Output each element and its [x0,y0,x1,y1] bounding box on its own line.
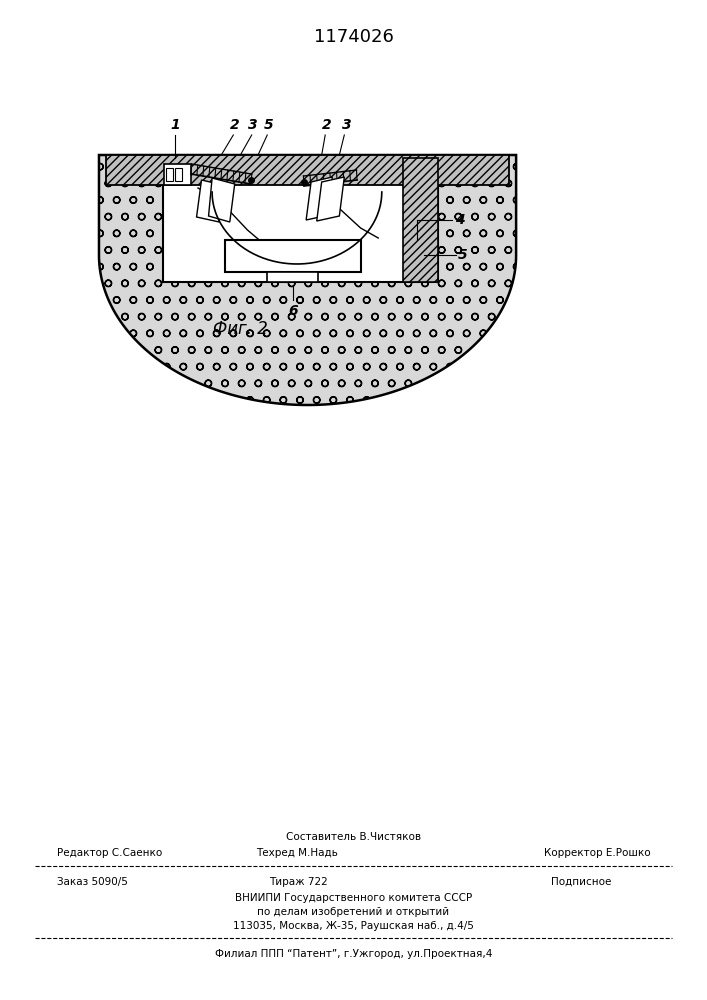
Polygon shape [163,155,438,165]
Polygon shape [306,177,332,220]
Polygon shape [209,178,235,222]
Text: Техред М.Надь: Техред М.Надь [256,848,338,858]
Text: Корректор Е.Рошко: Корректор Е.Рошко [544,848,650,858]
Text: Подписное: Подписное [551,877,612,887]
Polygon shape [166,168,173,181]
Text: Тираж 722: Тираж 722 [269,877,327,887]
Text: 2: 2 [322,118,332,132]
Text: 6: 6 [288,304,298,318]
Polygon shape [197,180,223,222]
Polygon shape [164,164,191,185]
Polygon shape [99,155,516,405]
Text: 3: 3 [248,118,258,132]
Polygon shape [106,155,509,185]
Text: 4: 4 [455,213,465,227]
Text: 113035, Москва, Ж-35, Раушская наб., д.4/5: 113035, Москва, Ж-35, Раушская наб., д.4… [233,921,474,931]
Text: 1: 1 [170,118,180,132]
Text: Фиг. 2: Фиг. 2 [213,320,268,338]
Text: 1174026: 1174026 [314,28,393,46]
Text: по делам изобретений и открытий: по делам изобретений и открытий [257,907,450,917]
Polygon shape [175,168,182,181]
Text: 2: 2 [230,118,240,132]
Text: Редактор С.Саенко: Редактор С.Саенко [57,848,162,858]
Text: 5: 5 [264,118,274,132]
Text: Заказ 5090/5: Заказ 5090/5 [57,877,127,887]
Text: 3: 3 [341,118,351,132]
Polygon shape [317,177,344,221]
Polygon shape [225,240,361,272]
Text: 5: 5 [458,248,468,262]
Text: Составитель В.Чистяков: Составитель В.Чистяков [286,832,421,842]
Polygon shape [267,272,318,282]
Text: Филиал ППП “Патент”, г.Ужгород, ул.Проектная,4: Филиал ППП “Патент”, г.Ужгород, ул.Проек… [215,949,492,959]
Polygon shape [163,158,438,282]
Text: ВНИИПИ Государственного комитета СССР: ВНИИПИ Государственного комитета СССР [235,893,472,903]
Polygon shape [403,158,438,282]
